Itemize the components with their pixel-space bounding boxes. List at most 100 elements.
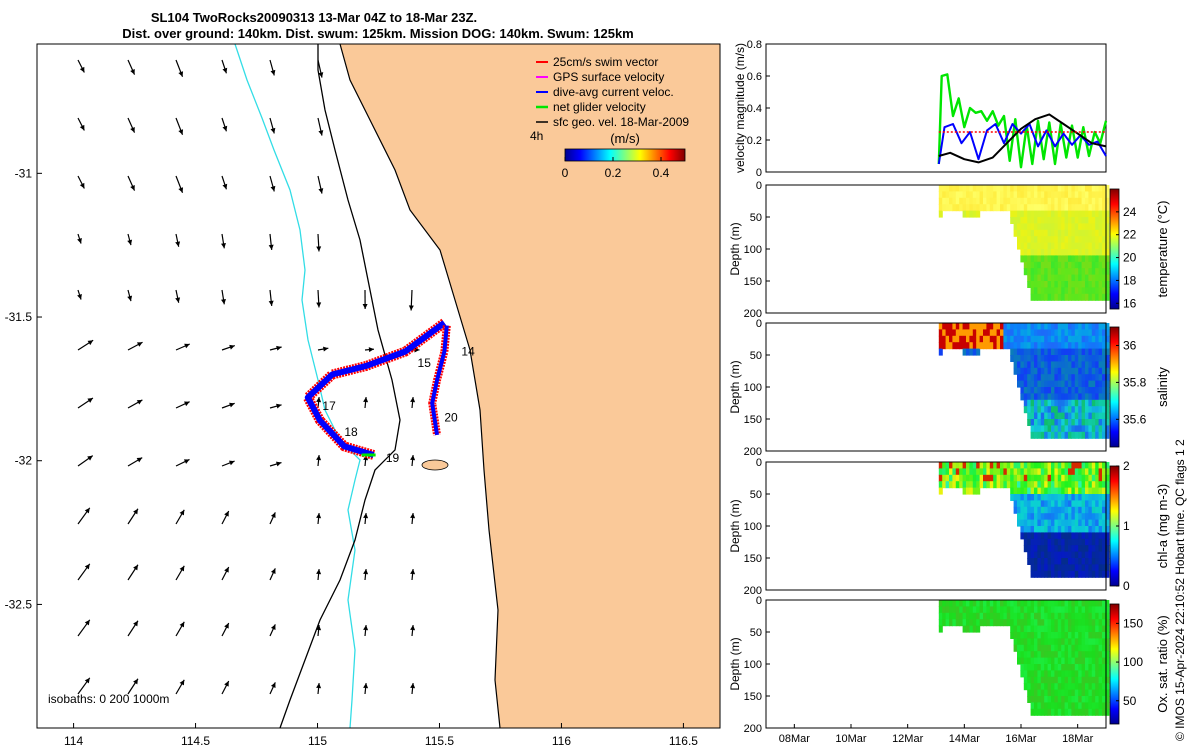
section-cell: [1054, 708, 1059, 716]
section-cell: [1078, 644, 1083, 652]
section-cell: [945, 474, 950, 482]
section-cell: [1098, 670, 1103, 678]
section-cell: [1034, 676, 1038, 684]
section-cell: [1091, 210, 1096, 218]
velocity-ylabel: velocity magnitude (m/s): [733, 43, 747, 173]
section-cell: [1091, 558, 1096, 565]
section-cell: [1027, 185, 1032, 192]
section-cell: [1034, 287, 1038, 295]
section-cell: [1013, 210, 1018, 218]
section-colorbar: [1109, 603, 1120, 725]
section-cell: [1006, 606, 1011, 614]
section-cell: [1102, 481, 1106, 489]
section-cell: [1051, 255, 1055, 263]
section-cell: [1064, 481, 1069, 489]
sfc-velocity-arrowhead: [410, 683, 416, 689]
section-cell: [1023, 406, 1028, 414]
section-cell: [1081, 242, 1086, 250]
section-cell: [1085, 255, 1089, 263]
section-cell: [1095, 481, 1100, 489]
section-cell: [1051, 532, 1055, 540]
section-cell: [1078, 223, 1083, 231]
section-cell: [1027, 255, 1032, 263]
legend-item-dive: dive-avg current veloc.: [536, 85, 674, 99]
section-cell: [1102, 268, 1106, 276]
section-cell: [1085, 657, 1089, 665]
section-cell: [1040, 387, 1045, 394]
section-cell: [1091, 657, 1096, 665]
section-cell: [1017, 217, 1021, 224]
section-cell: [1085, 217, 1089, 224]
section-cell: [1085, 494, 1089, 501]
section-cell: [1054, 329, 1059, 337]
section-cell: [955, 481, 960, 489]
section-cell: [952, 335, 957, 343]
section-cell: [1071, 355, 1076, 362]
section-cell: [993, 342, 998, 350]
section-cell: [1051, 644, 1055, 652]
section-cell: [1085, 545, 1089, 553]
section-cell: [1006, 481, 1011, 489]
section-cell: [1091, 506, 1096, 514]
section-cell: [1098, 255, 1103, 263]
section-cell: [942, 600, 947, 607]
section-cell: [1064, 217, 1069, 224]
section-cell: [1027, 632, 1032, 639]
section-cell: [1010, 606, 1015, 614]
section-cell: [1037, 500, 1042, 508]
section-cell: [1105, 412, 1110, 420]
velocity-series-line: [938, 113, 1107, 164]
section-cell: [1051, 474, 1055, 482]
section-cell: [1037, 274, 1042, 282]
sfc-velocity-arrowhead: [224, 681, 229, 687]
section-cell: [1023, 519, 1028, 527]
section-cell: [1081, 367, 1086, 375]
section-cell: [1102, 249, 1106, 256]
section-cell: [1091, 287, 1096, 295]
section-cell: [1010, 191, 1015, 199]
section-cell: [1054, 494, 1059, 501]
section-cell: [1085, 268, 1089, 276]
section-cell: [976, 600, 981, 607]
section-cell: [1040, 676, 1045, 684]
section-cell: [1061, 412, 1066, 420]
section-cell: [1037, 367, 1042, 375]
track-day-label: 20: [444, 411, 458, 425]
section-cell: [969, 474, 974, 482]
section-cell: [1098, 600, 1103, 607]
section-cell: [949, 323, 953, 330]
section-cell: [1044, 185, 1049, 192]
section-cell: [1057, 538, 1062, 546]
section-cell: [1071, 619, 1076, 627]
section-cell: [1074, 399, 1079, 407]
section-cell: [962, 348, 967, 356]
section-cell: [993, 335, 998, 343]
section-cell: [1027, 513, 1032, 521]
section-cell: [1078, 519, 1083, 527]
section-cell: [1044, 638, 1049, 646]
section-cell: [1020, 210, 1025, 218]
section-cell: [1020, 249, 1025, 256]
section-cell: [1054, 323, 1059, 330]
section-cell: [1085, 689, 1089, 697]
section-cell: [1074, 657, 1079, 665]
section-cell: [1044, 348, 1049, 356]
section-colorbar-tick-label: 16: [1123, 296, 1137, 310]
section-cell: [1091, 619, 1096, 627]
section-cell: [1006, 462, 1011, 469]
section-cell: [1088, 329, 1093, 337]
section-cell: [1010, 210, 1015, 218]
sfc-velocity-arrowhead: [408, 305, 414, 311]
section-cell: [996, 468, 1001, 476]
section-cell: [1102, 261, 1106, 269]
section-cell: [1105, 287, 1110, 295]
section-cell: [1017, 361, 1021, 369]
section-cell: [1074, 355, 1079, 362]
section-cell: [1054, 513, 1059, 521]
section-cell: [1047, 468, 1052, 476]
map-ytick-label: -32.5: [5, 597, 33, 611]
section-cell: [1047, 689, 1052, 697]
section-cell: [1044, 538, 1049, 546]
